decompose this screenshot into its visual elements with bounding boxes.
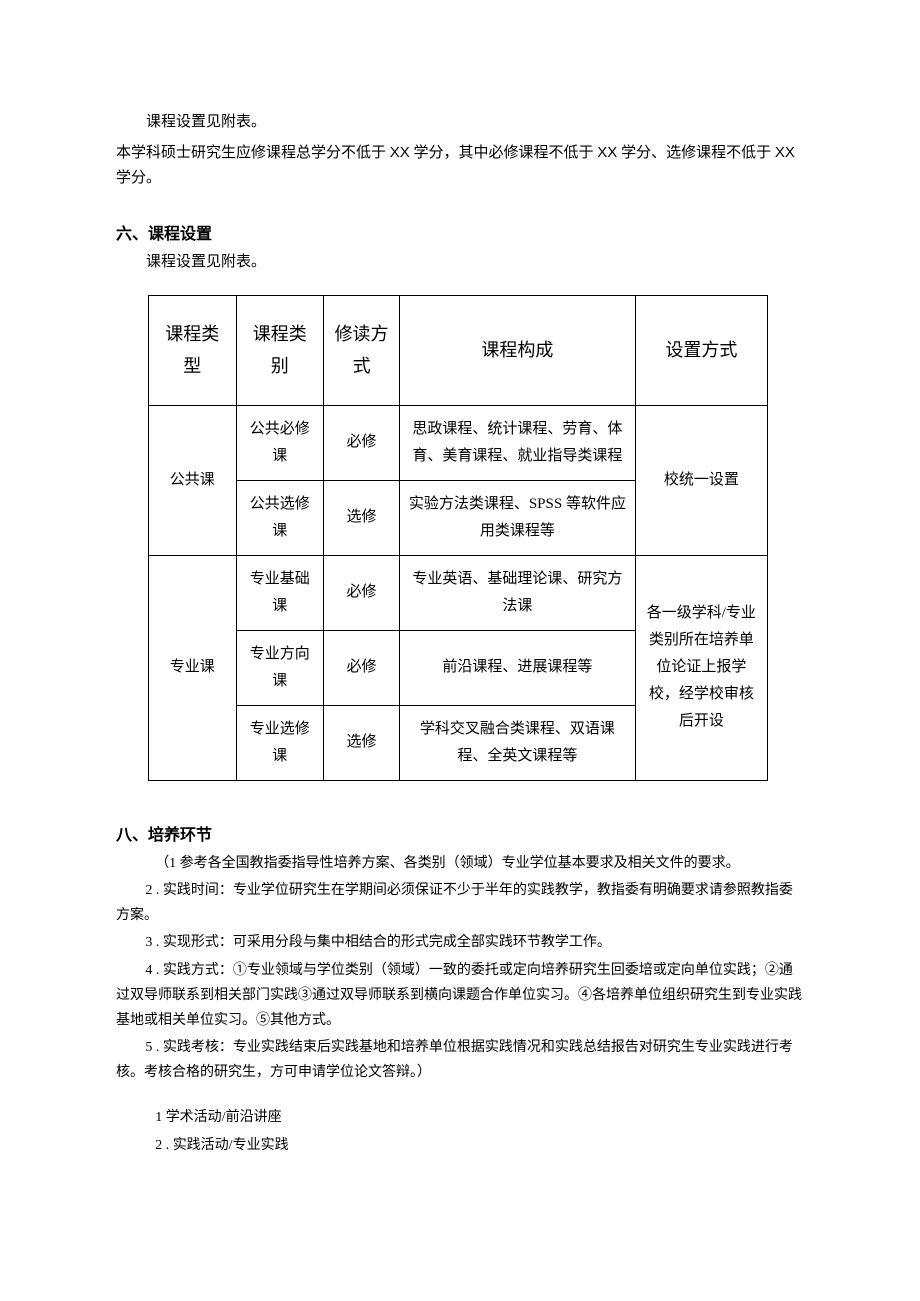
- section-6-heading: 六、课程设置: [116, 220, 804, 244]
- cell-setup-public: 校统一设置: [635, 405, 767, 555]
- intro-line2-d: 学分。: [116, 170, 161, 186]
- cell-r1-comp: 思政课程、统计课程、劳育、体育、美育课程、就业指导类课程: [400, 405, 636, 480]
- th-study-mode: 修读方式: [324, 296, 400, 406]
- section-8-list: 1 学术活动/前沿讲座 2 . 实践活动/专业实践: [116, 1105, 804, 1157]
- intro-line2-b: 学分，其中必修课程不低于: [410, 145, 598, 161]
- section-8-p2: 2 . 实践时间：专业学位研究生在学期间必须保证不少于半年的实践教学，教指委有明…: [116, 878, 804, 928]
- cell-r5-cat: 专业选修课: [236, 705, 324, 780]
- section-8-li1: 1 学术活动/前沿讲座: [116, 1105, 804, 1130]
- cell-public-label: 公共课: [149, 405, 237, 555]
- cell-r4-mode: 必修: [324, 630, 400, 705]
- th-course-category: 课程类别: [236, 296, 324, 406]
- section-6-line1: 课程设置见附表。: [116, 250, 804, 276]
- intro-xx-3: XX: [775, 144, 795, 161]
- cell-r3-mode: 必修: [324, 555, 400, 630]
- section-8-p1: （1 参考各全国教指委指导性培养方案、各类别（领域）专业学位基本要求及相关文件的…: [116, 851, 804, 876]
- intro-xx-1: XX: [390, 144, 410, 161]
- cell-r4-comp: 前沿课程、进展课程等: [400, 630, 636, 705]
- table-row: 专业课 专业基础课 必修 专业英语、基础理论课、研究方法课 各一级学科/专业类别…: [149, 555, 768, 630]
- cell-r3-cat: 专业基础课: [236, 555, 324, 630]
- th-course-type: 课程类型: [149, 296, 237, 406]
- th-course-components: 课程构成: [400, 296, 636, 406]
- intro-line1: 课程设置见附表。: [116, 110, 804, 136]
- document-page: 课程设置见附表。 本学科硕士研究生应修课程总学分不低于 XX 学分，其中必修课程…: [0, 0, 920, 1240]
- cell-r5-comp: 学科交叉融合类课程、双语课程、全英文课程等: [400, 705, 636, 780]
- th-setup-method: 设置方式: [635, 296, 767, 406]
- intro-line2-c: 学分、选修课程不低于: [617, 145, 775, 161]
- intro-line2-a: 本学科硕士研究生应修课程总学分不低于: [116, 145, 390, 161]
- cell-r4-cat: 专业方向课: [236, 630, 324, 705]
- section-8-p3: 3 . 实现形式：可采用分段与集中相结合的形式完成全部实践环节教学工作。: [116, 930, 804, 955]
- table-row: 公共课 公共必修课 必修 思政课程、统计课程、劳育、体育、美育课程、就业指导类课…: [149, 405, 768, 480]
- cell-r2-comp: 实验方法类课程、SPSS 等软件应用类课程等: [400, 480, 636, 555]
- table-header-row: 课程类型 课程类别 修读方式 课程构成 设置方式: [149, 296, 768, 406]
- cell-r1-cat: 公共必修课: [236, 405, 324, 480]
- course-table: 课程类型 课程类别 修读方式 课程构成 设置方式 公共课 公共必修课 必修 思政…: [148, 295, 768, 781]
- cell-r3-comp: 专业英语、基础理论课、研究方法课: [400, 555, 636, 630]
- section-8-p4: 4 . 实践方式：①专业领域与学位类别（领域）一致的委托或定向培养研究生回委培或…: [116, 958, 804, 1034]
- cell-r2-cat: 公共选修课: [236, 480, 324, 555]
- cell-major-label: 专业课: [149, 555, 237, 780]
- course-table-wrap: 课程类型 课程类别 修读方式 课程构成 设置方式 公共课 公共必修课 必修 思政…: [148, 295, 804, 781]
- section-8-p5: 5 . 实践考核：专业实践结束后实践基地和培养单位根据实践情况和实践总结报告对研…: [116, 1035, 804, 1085]
- section-8-li2: 2 . 实践活动/专业实践: [116, 1133, 804, 1158]
- cell-r1-mode: 必修: [324, 405, 400, 480]
- section-8-heading: 八、培养环节: [116, 821, 804, 845]
- cell-r5-mode: 选修: [324, 705, 400, 780]
- cell-setup-major: 各一级学科/专业类别所在培养单位论证上报学校，经学校审核后开设: [635, 555, 767, 780]
- cell-r2-mode: 选修: [324, 480, 400, 555]
- intro-xx-2: XX: [597, 144, 617, 161]
- intro-line2: 本学科硕士研究生应修课程总学分不低于 XX 学分，其中必修课程不低于 XX 学分…: [116, 140, 804, 192]
